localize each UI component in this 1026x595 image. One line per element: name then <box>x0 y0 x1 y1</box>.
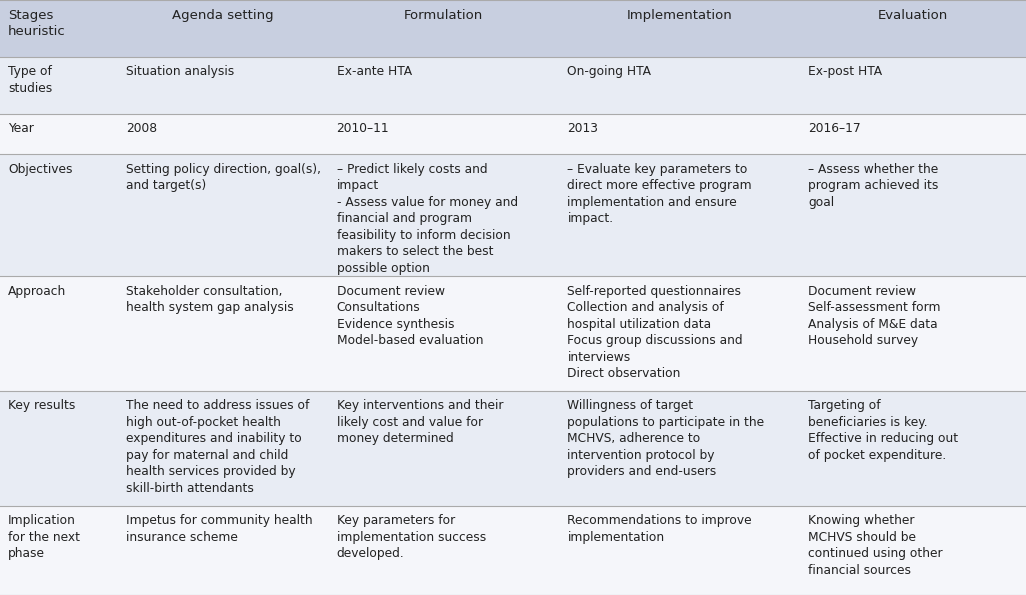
Bar <box>559 276 800 391</box>
Text: Recommendations to improve
implementation: Recommendations to improve implementatio… <box>567 514 752 544</box>
Bar <box>0 0 118 57</box>
Text: Stakeholder consultation,
health system gap analysis: Stakeholder consultation, health system … <box>126 284 293 314</box>
Bar <box>328 155 559 276</box>
Text: – Evaluate key parameters to
direct more effective program
implementation and en: – Evaluate key parameters to direct more… <box>567 163 752 226</box>
Text: Ex-post HTA: Ex-post HTA <box>808 65 882 79</box>
Bar <box>559 57 800 114</box>
Text: Document review
Self-assessment form
Analysis of M&E data
Household survey: Document review Self-assessment form Ana… <box>808 284 941 347</box>
Bar <box>800 114 1026 155</box>
Text: Formulation: Formulation <box>404 9 483 22</box>
Text: 2013: 2013 <box>567 123 598 136</box>
Bar <box>118 155 328 276</box>
Bar <box>118 114 328 155</box>
Bar <box>559 391 800 506</box>
Bar <box>118 57 328 114</box>
Text: Agenda setting: Agenda setting <box>172 9 274 22</box>
Text: Ex-ante HTA: Ex-ante HTA <box>337 65 411 79</box>
Bar <box>118 506 328 595</box>
Bar <box>328 114 559 155</box>
Text: Willingness of target
populations to participate in the
MCHVS, adherence to
inte: Willingness of target populations to par… <box>567 399 764 478</box>
Text: Type of
studies: Type of studies <box>8 65 52 95</box>
Text: On-going HTA: On-going HTA <box>567 65 652 79</box>
Text: – Assess whether the
program achieved its
goal: – Assess whether the program achieved it… <box>808 163 939 209</box>
Bar <box>118 276 328 391</box>
Text: 2016–17: 2016–17 <box>808 123 861 136</box>
Text: Key interventions and their
likely cost and value for
money determined: Key interventions and their likely cost … <box>337 399 503 446</box>
Bar <box>118 391 328 506</box>
Bar <box>118 0 328 57</box>
Text: Impetus for community health
insurance scheme: Impetus for community health insurance s… <box>126 514 313 544</box>
Bar <box>0 506 118 595</box>
Bar <box>328 276 559 391</box>
Text: Situation analysis: Situation analysis <box>126 65 235 79</box>
Text: 2010–11: 2010–11 <box>337 123 389 136</box>
Bar <box>559 506 800 595</box>
Bar <box>800 155 1026 276</box>
Text: Stages
heuristic: Stages heuristic <box>8 9 66 39</box>
Bar <box>800 0 1026 57</box>
Text: Implication
for the next
phase: Implication for the next phase <box>8 514 80 560</box>
Text: Targeting of
beneficiaries is key.
Effective in reducing out
of pocket expenditu: Targeting of beneficiaries is key. Effec… <box>808 399 958 462</box>
Text: Objectives: Objectives <box>8 163 73 176</box>
Bar <box>0 57 118 114</box>
Bar <box>559 155 800 276</box>
Bar <box>559 0 800 57</box>
Bar <box>328 391 559 506</box>
Bar <box>328 0 559 57</box>
Text: Key results: Key results <box>8 399 76 412</box>
Bar <box>559 114 800 155</box>
Bar <box>0 391 118 506</box>
Text: Knowing whether
MCHVS should be
continued using other
financial sources: Knowing whether MCHVS should be continue… <box>808 514 943 577</box>
Bar <box>800 276 1026 391</box>
Bar <box>800 506 1026 595</box>
Text: Self-reported questionnaires
Collection and analysis of
hospital utilization dat: Self-reported questionnaires Collection … <box>567 284 743 380</box>
Bar <box>800 391 1026 506</box>
Bar <box>328 57 559 114</box>
Bar <box>0 276 118 391</box>
Text: Year: Year <box>8 123 34 136</box>
Bar <box>328 506 559 595</box>
Text: Document review
Consultations
Evidence synthesis
Model-based evaluation: Document review Consultations Evidence s… <box>337 284 483 347</box>
Text: – Predict likely costs and
impact
- Assess value for money and
financial and pro: – Predict likely costs and impact - Asse… <box>337 163 518 275</box>
Text: Approach: Approach <box>8 284 67 298</box>
Text: Evaluation: Evaluation <box>878 9 948 22</box>
Bar <box>800 57 1026 114</box>
Text: The need to address issues of
high out-of-pocket health
expenditures and inabili: The need to address issues of high out-o… <box>126 399 310 495</box>
Text: Key parameters for
implementation success
developed.: Key parameters for implementation succes… <box>337 514 485 560</box>
Bar <box>0 155 118 276</box>
Bar <box>0 114 118 155</box>
Text: 2008: 2008 <box>126 123 157 136</box>
Text: Implementation: Implementation <box>627 9 733 22</box>
Text: Setting policy direction, goal(s),
and target(s): Setting policy direction, goal(s), and t… <box>126 163 321 192</box>
